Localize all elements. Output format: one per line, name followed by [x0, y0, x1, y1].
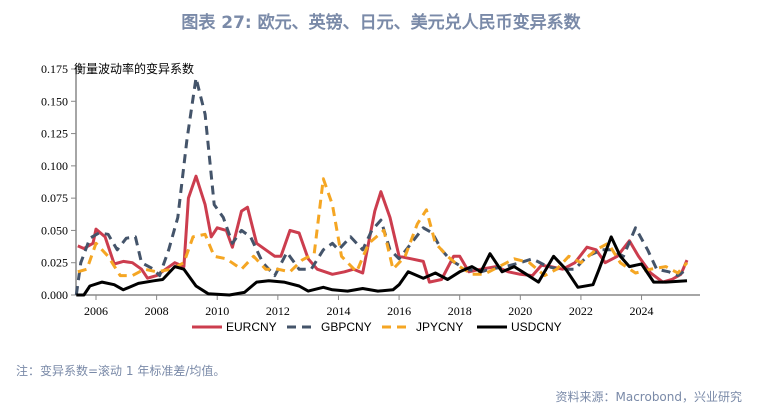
- x-tick-label: 2018: [448, 304, 472, 318]
- legend-label: GBPCNY: [321, 320, 372, 334]
- y-tick-label: 0.100: [41, 159, 68, 173]
- line-chart: 0.000 0.025 0.050 0.075 0.100 0.125 0.150 0.175…: [41, 61, 700, 334]
- legend-item-gbpcny: GBPCNY: [287, 320, 372, 334]
- legend-label: USDCNY: [511, 320, 562, 334]
- legend-label: EURCNY: [226, 320, 277, 334]
- x-tick-label: 2014: [326, 304, 350, 318]
- footnote: 注：变异系数=滚动 1 年标准差/均值。: [16, 364, 226, 378]
- y-tick-label: 0.175: [41, 62, 68, 76]
- legend-item-eurcny: EURCNY: [192, 320, 277, 334]
- x-tick-label: 2016: [387, 304, 411, 318]
- x-tick-label: 2020: [508, 304, 532, 318]
- y-tick-label: 0.025: [41, 256, 68, 270]
- axes: 0.000 0.025 0.050 0.075 0.100 0.125 0.150 0.175…: [41, 62, 700, 318]
- x-tick-label: 2010: [205, 304, 229, 318]
- legend-label: JPYCNY: [416, 320, 463, 334]
- y-tick-label: 0.000: [41, 288, 68, 302]
- legend-item-jpycny: JPYCNY: [382, 320, 463, 334]
- x-tick-label: 2006: [84, 304, 108, 318]
- x-tick-label: 2024: [630, 304, 654, 318]
- y-tick-label: 0.150: [41, 94, 68, 108]
- y-tick-label: 0.125: [41, 127, 68, 141]
- chart-title: 图表 27: 欧元、英镑、日元、美元兑人民币变异系数: [181, 13, 581, 33]
- x-tick-label: 2022: [569, 304, 593, 318]
- source: 资料来源：Macrobond，兴业研究: [555, 390, 743, 404]
- series-usdcny: [76, 235, 688, 297]
- chart-annotation: 衡量波动率的变异系数: [74, 61, 194, 76]
- y-tick-label: 0.075: [41, 191, 68, 205]
- series-lines: [74, 76, 689, 297]
- legend: EURCNY GBPCNY JPYCNY USDCNY: [192, 320, 562, 334]
- legend-item-usdcny: USDCNY: [477, 320, 562, 334]
- x-tick-label: 2012: [266, 304, 290, 318]
- y-tick-label: 0.050: [41, 223, 68, 237]
- series-gbpcny: [74, 76, 688, 296]
- x-tick-label: 2008: [145, 304, 169, 318]
